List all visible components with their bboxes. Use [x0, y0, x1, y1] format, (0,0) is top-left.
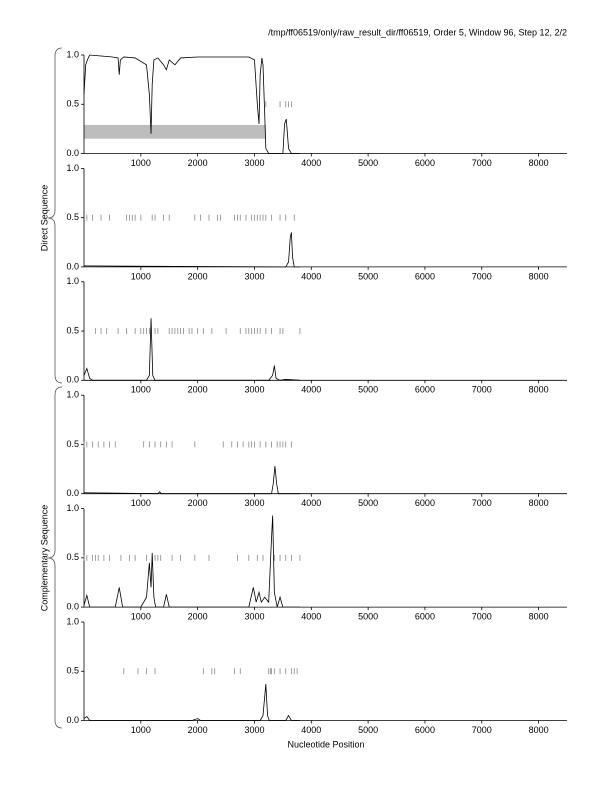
x-tick-label: 7000 — [472, 158, 492, 168]
x-tick-label: 5000 — [358, 498, 378, 508]
x-tick-label: 1000 — [131, 725, 151, 735]
x-tick-label: 5000 — [358, 158, 378, 168]
signal-line — [83, 232, 300, 268]
x-tick-label: 5000 — [358, 271, 378, 281]
y-tick-label: 0.5 — [66, 99, 79, 109]
x-tick-label: 3000 — [244, 725, 264, 735]
x-tick-label: 4000 — [301, 498, 321, 508]
y-tick-label: 0.0 — [66, 261, 79, 271]
x-tick-label: 1000 — [131, 498, 151, 508]
x-tick-label: 7000 — [472, 385, 492, 395]
x-tick-label: 2000 — [188, 498, 208, 508]
x-tick-label: 2000 — [188, 725, 208, 735]
x-tick-label: 4000 — [301, 725, 321, 735]
y-tick-label: 0.5 — [66, 666, 79, 676]
signal-line — [83, 684, 300, 721]
x-tick-label: 6000 — [415, 385, 435, 395]
brace — [47, 47, 63, 384]
x-tick-label: 3000 — [244, 385, 264, 395]
y-tick-label: 0.0 — [66, 715, 79, 725]
x-tick-label: 8000 — [529, 385, 549, 395]
x-tick-label: 3000 — [244, 611, 264, 621]
y-tick-label: 0.5 — [66, 439, 79, 449]
y-tick-label: 1.0 — [66, 49, 79, 59]
x-tick-label: 1000 — [131, 271, 151, 281]
x-tick-label: 6000 — [415, 498, 435, 508]
signal-line — [83, 318, 300, 381]
y-tick-label: 0.5 — [66, 325, 79, 335]
header: /tmp/ff06519/only/raw_result_dir/ff06519… — [268, 27, 567, 37]
x-tick-label: 6000 — [415, 271, 435, 281]
x-tick-label: 7000 — [472, 611, 492, 621]
x-tick-label: 2000 — [188, 611, 208, 621]
x-tick-label: 6000 — [415, 611, 435, 621]
y-tick-label: 1.0 — [66, 616, 79, 626]
y-tick-label: 0.0 — [66, 148, 79, 158]
x-tick-label: 8000 — [529, 725, 549, 735]
y-tick-label: 1.0 — [66, 276, 79, 286]
x-tick-label: 1000 — [131, 611, 151, 621]
brace — [47, 386, 63, 729]
x-tick-label: 5000 — [358, 385, 378, 395]
y-tick-label: 1.0 — [66, 503, 79, 513]
y-tick-label: 0.0 — [66, 601, 79, 611]
x-tick-label: 2000 — [188, 271, 208, 281]
x-tick-label: 3000 — [244, 498, 264, 508]
signal-line — [83, 54, 300, 154]
x-tick-label: 8000 — [529, 498, 549, 508]
x-tick-label: 3000 — [244, 271, 264, 281]
x-tick-label: 7000 — [472, 725, 492, 735]
x-tick-label: 6000 — [415, 725, 435, 735]
x-tick-label: 8000 — [529, 158, 549, 168]
x-tick-label: 8000 — [529, 611, 549, 621]
x-tick-label: 1000 — [131, 385, 151, 395]
y-tick-label: 1.0 — [66, 163, 79, 173]
x-tick-label: 4000 — [301, 158, 321, 168]
x-tick-label: 5000 — [358, 725, 378, 735]
x-tick-label: 4000 — [301, 271, 321, 281]
x-tick-label: 5000 — [358, 611, 378, 621]
y-tick-label: 0.5 — [66, 552, 79, 562]
highlight-region — [84, 124, 266, 139]
signal-line — [83, 515, 300, 608]
x-axis-label: Nucleotide Position — [287, 739, 364, 749]
y-tick-label: 0.0 — [66, 488, 79, 498]
y-tick-label: 0.0 — [66, 375, 79, 385]
x-tick-label: 3000 — [244, 158, 264, 168]
x-tick-label: 2000 — [188, 158, 208, 168]
x-tick-label: 4000 — [301, 611, 321, 621]
x-tick-label: 7000 — [472, 271, 492, 281]
x-tick-label: 1000 — [131, 158, 151, 168]
x-tick-label: 7000 — [472, 498, 492, 508]
x-tick-label: 4000 — [301, 385, 321, 395]
group-label: Direct Sequence — [39, 185, 49, 252]
x-tick-label: 8000 — [529, 271, 549, 281]
group-label: Complementary Sequence — [39, 505, 49, 612]
y-tick-label: 0.5 — [66, 212, 79, 222]
y-tick-label: 1.0 — [66, 390, 79, 400]
x-tick-label: 6000 — [415, 158, 435, 168]
x-tick-label: 2000 — [188, 385, 208, 395]
signal-line — [83, 466, 300, 495]
